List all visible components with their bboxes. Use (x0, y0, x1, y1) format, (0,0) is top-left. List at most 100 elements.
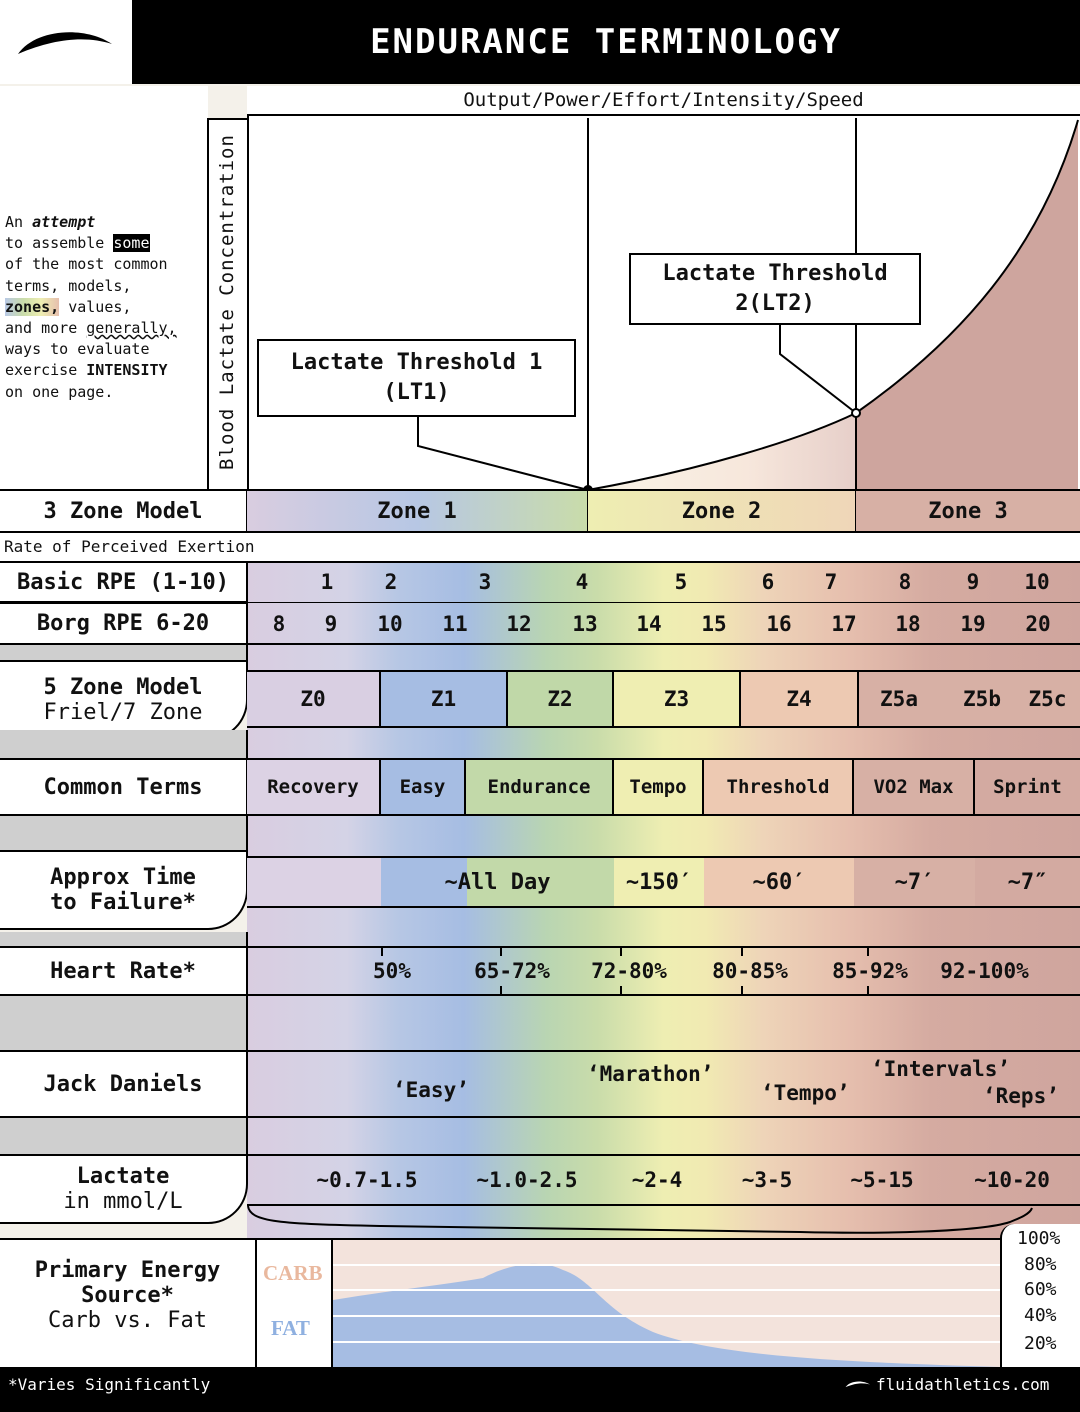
borg-rpe-value: 13 (572, 612, 598, 636)
basic-rpe-value: 5 (674, 570, 688, 594)
ttf-blank-cell (247, 858, 381, 906)
hr-value: 80-85% (712, 959, 788, 983)
hr-tick (620, 986, 622, 994)
lactate-curve-graph (417, 118, 1079, 492)
hr-tick (741, 948, 743, 956)
hr-tick (867, 948, 869, 956)
hr-value: 50% (373, 959, 411, 983)
hr-value: 65-72% (474, 959, 550, 983)
page-title: ENDURANCE TERMINOLOGY (370, 22, 842, 62)
time-to-failure-label: Approx Time to Failure* (0, 850, 248, 930)
rpe-caption-row (0, 533, 1080, 561)
basic-rpe-value: 7 (824, 570, 838, 594)
jd-intervals: ‘Intervals’ (871, 1057, 1011, 1081)
basic-rpe-value: 6 (761, 570, 775, 594)
lactate-value: ~1.0-2.5 (476, 1168, 578, 1192)
borg-rpe-value: 20 (1025, 612, 1051, 636)
swoosh-logo-icon (18, 32, 112, 54)
borg-rpe-value: 10 (377, 612, 403, 636)
term-easy: Easy (381, 760, 466, 814)
ttf-150: ~150′ (614, 858, 704, 906)
zone-3-cell: Zone 3 (856, 491, 1080, 531)
basic-rpe-value: 10 (1024, 570, 1050, 594)
intro-paragraph: An attempt to assemble some of the most … (5, 213, 177, 401)
borg-rpe-value: 14 (636, 612, 662, 636)
z3-cell: Z3 (614, 672, 741, 726)
ttf-7min: ~7′ (854, 858, 975, 906)
three-zone-row: Zone 1 Zone 2 Zone 3 (247, 489, 1080, 533)
ttf-all-day: ~All Day (381, 858, 614, 906)
borg-rpe-value: 12 (506, 612, 532, 636)
borg-rpe-value: 18 (895, 612, 921, 636)
footer-note: *Varies Significantly (8, 1375, 211, 1394)
lactate-label: Lactate in mmol/L (0, 1154, 248, 1224)
lt2-point (851, 408, 861, 418)
footer-site-link[interactable]: fluidathletics.com (876, 1375, 1050, 1394)
hr-tick (620, 948, 622, 956)
basic-rpe-label: Basic RPE (1-10) (0, 561, 248, 603)
lactate-value: ~0.7-1.5 (316, 1168, 418, 1192)
lt2-box: Lactate Threshold 2(LT2) (629, 253, 921, 325)
energy-source-chart (333, 1240, 1000, 1367)
zone2-area (588, 413, 856, 490)
hr-tick (500, 948, 502, 956)
percent-100: 100% (1017, 1228, 1061, 1249)
heart-rate-label: Heart Rate* (0, 946, 248, 996)
intro-text (0, 86, 208, 490)
borg-rpe-row: 8 9 10 11 12 13 14 15 16 17 18 19 20 (247, 603, 1080, 645)
zone3-area (856, 120, 1078, 490)
borg-rpe-value: 15 (701, 612, 727, 636)
basic-rpe-row: 1 2 3 4 5 6 7 8 9 10 (247, 561, 1080, 603)
term-endurance: Endurance (466, 760, 614, 814)
three-zone-label: 3 Zone Model (0, 489, 248, 533)
hr-value: 92-100% (940, 959, 1029, 983)
jd-reps: ‘Reps’ (983, 1084, 1059, 1108)
percent-scale (1000, 1224, 1080, 1367)
borg-rpe-value: 8 (272, 612, 286, 636)
lactate-value: ~2-4 (631, 1168, 683, 1192)
zone-1-cell: Zone 1 (247, 491, 588, 531)
basic-rpe-value: 4 (575, 570, 589, 594)
hr-tick (741, 986, 743, 994)
percent-20: 20% (1024, 1333, 1057, 1354)
borg-rpe-value: 16 (766, 612, 792, 636)
jack-daniels-row: ‘Easy’ ‘Marathon’ ‘Tempo’ ‘Intervals’ ‘R… (247, 1050, 1080, 1118)
fat-key-label: FAT (271, 1316, 310, 1340)
lactate-brace (247, 1205, 1033, 1234)
basic-rpe-value: 3 (478, 570, 492, 594)
term-tempo: Tempo (614, 760, 704, 814)
zone-2-cell: Zone 2 (588, 491, 856, 531)
row-separator (0, 932, 248, 946)
z4-cell: Z4 (741, 672, 859, 726)
basic-rpe-value: 1 (320, 570, 334, 594)
intro-zones: zones, (5, 297, 60, 316)
term-sprint: Sprint (975, 760, 1080, 814)
lactate-value: ~10-20 (974, 1168, 1050, 1192)
five-zone-row: Z0 Z1 Z2 Z3 Z4 Z5a Z5b Z5c (247, 670, 1080, 728)
lactate-value: ~3-5 (741, 1168, 793, 1192)
jd-tempo: ‘Tempo’ (761, 1081, 850, 1105)
borg-rpe-value: 19 (960, 612, 986, 636)
term-vo2max: VO2 Max (854, 760, 975, 814)
time-to-failure-row: ~All Day ~150′ ~60′ ~7′ ~7″ (247, 856, 1080, 908)
percent-60: 60% (1024, 1279, 1057, 1300)
term-recovery: Recovery (247, 760, 381, 814)
heart-rate-row: 50% 65-72% 72-80% 80-85% 85-92% 92-100% (247, 946, 1080, 996)
header-bar (0, 0, 1080, 84)
x-axis-label: Output/Power/Effort/Intensity/Speed (247, 86, 1080, 116)
hr-value: 85-92% (832, 959, 908, 983)
ttf-60: ~60′ (704, 858, 854, 906)
ttf-7sec: ~7″ (975, 858, 1080, 906)
intro-highlight: some (113, 234, 150, 253)
lactate-curve (587, 119, 1079, 491)
lt1-callout-line (417, 416, 589, 491)
basic-rpe-value: 2 (384, 570, 398, 594)
hr-tick (500, 986, 502, 994)
jack-daniels-label: Jack Daniels (0, 1050, 248, 1118)
lt2-callout-line (779, 324, 857, 414)
z0-cell: Z0 (247, 672, 381, 726)
energy-label: Primary Energy Source* Carb vs. Fat (34, 1257, 221, 1333)
basic-rpe-value: 9 (966, 570, 980, 594)
term-threshold: Threshold (704, 760, 854, 814)
hr-tick (381, 948, 383, 956)
